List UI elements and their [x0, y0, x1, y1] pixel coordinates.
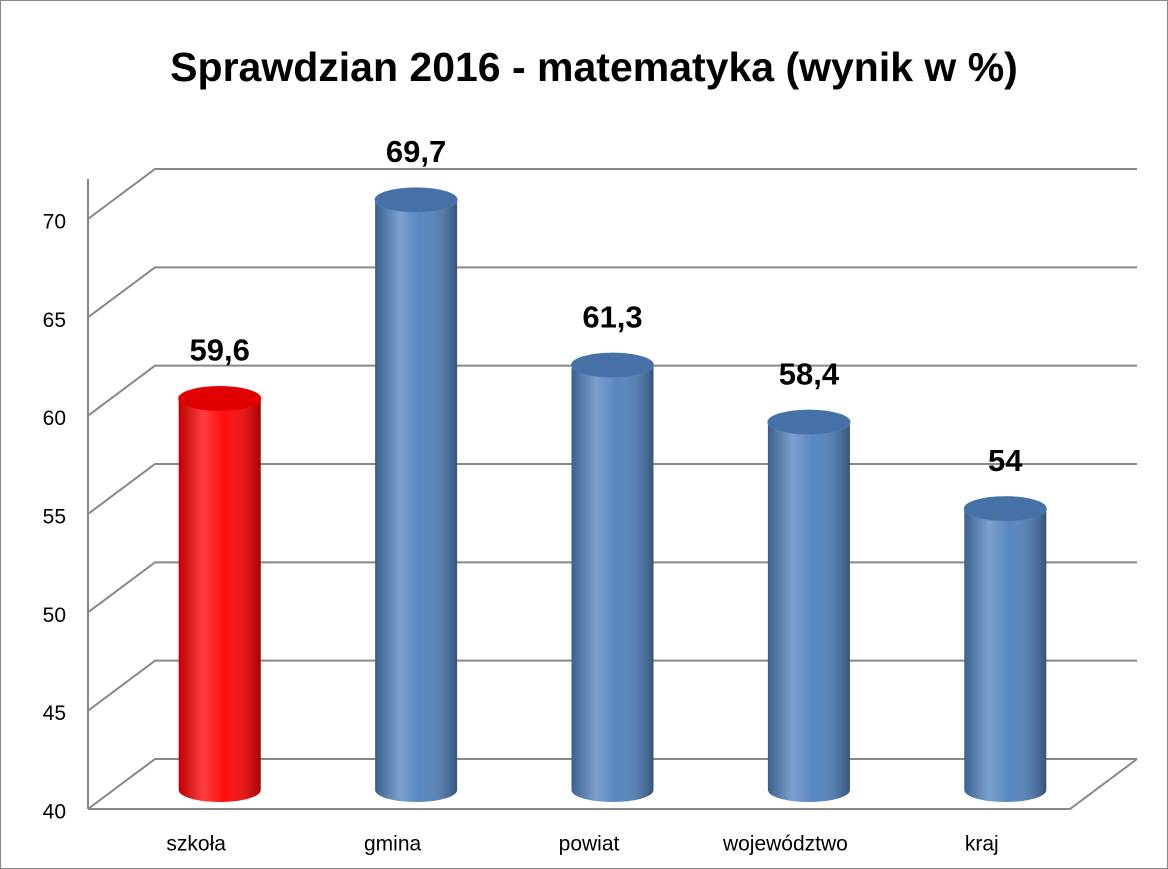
x-tick-label: kraj — [965, 833, 999, 856]
bar-top-shading — [964, 496, 1047, 521]
x-tick-label: gmina — [364, 833, 422, 856]
value-label: 54 — [988, 443, 1023, 478]
bar-top — [767, 409, 851, 435]
x-tick-label: województwo — [722, 833, 848, 856]
x-tick-label: szkoła — [166, 833, 226, 856]
floor — [88, 758, 1138, 810]
value-label: 58,4 — [779, 356, 840, 391]
bar-top — [963, 496, 1047, 522]
bar-shading — [178, 398, 261, 802]
y-tick-label: 45 — [43, 702, 66, 725]
bar-top-shading — [375, 187, 458, 212]
grid-line — [87, 168, 1137, 220]
bar-shading — [767, 422, 850, 802]
bar-shading — [375, 199, 458, 802]
bar-shading — [964, 508, 1047, 803]
grid-line — [87, 266, 1137, 319]
value-label: 61,3 — [582, 299, 642, 334]
y-tick-label: 55 — [43, 506, 66, 529]
x-tick-label: powiat — [559, 833, 620, 856]
bar-top-shading — [767, 410, 850, 435]
bar-top — [571, 352, 654, 378]
y-tick-label: 70 — [43, 211, 66, 234]
value-label: 69,7 — [386, 134, 446, 169]
y-tick-label: 60 — [43, 407, 66, 430]
bar-top — [374, 187, 458, 213]
value-label: 59,6 — [190, 333, 250, 368]
y-tick-label: 65 — [43, 309, 66, 332]
bar-shading — [571, 365, 654, 802]
bar-top-shading — [178, 386, 261, 411]
grid-line — [87, 364, 1137, 417]
y-tick-label: 40 — [43, 801, 66, 824]
y-tick-label: 50 — [43, 604, 66, 627]
chart-title: Sprawdzian 2016 - matematyka (wynik w %) — [170, 44, 1018, 90]
bar-top-shading — [571, 353, 654, 378]
bar-top — [178, 386, 262, 412]
